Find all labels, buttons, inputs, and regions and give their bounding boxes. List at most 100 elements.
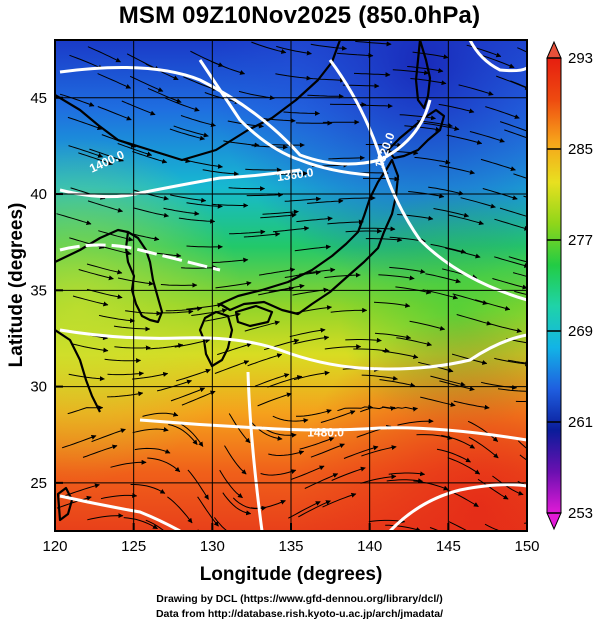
- streamline-143: [512, 272, 527, 277]
- streamline-246: [260, 469, 297, 476]
- streamline-120: [294, 244, 331, 252]
- streamline-83: [170, 194, 207, 203]
- streamline-138: [378, 274, 415, 281]
- streamline-47: [499, 121, 527, 132]
- streamline-29: [458, 84, 494, 96]
- streamline-36: [180, 115, 216, 128]
- streamline-150: [258, 286, 294, 296]
- streamline-280: [298, 500, 331, 518]
- streamline-194: [132, 371, 169, 380]
- streamline-7: [276, 45, 312, 56]
- streamline-108: [433, 208, 470, 218]
- streamline-251: [388, 471, 426, 477]
- streamline-159: [514, 290, 527, 296]
- streamline-1: [87, 46, 121, 63]
- y-tick-label-45: 45: [30, 90, 47, 107]
- coastlines: [55, 40, 446, 522]
- x-tick-label-150: 150: [514, 538, 539, 555]
- streamline-219: [382, 406, 418, 412]
- streamline-252: [436, 448, 471, 463]
- streamline-137: [324, 272, 361, 279]
- streamline-258: [130, 484, 166, 494]
- streamline-243: [147, 457, 181, 473]
- y-axis-ticks: 25 30 35 40 45: [30, 90, 63, 492]
- streamline-63: [504, 129, 527, 139]
- streamline-110: [494, 218, 527, 231]
- streamline-253: [447, 457, 481, 475]
- streamline-81: [87, 200, 123, 213]
- streamline-84: [186, 202, 223, 209]
- streamline-25: [342, 83, 380, 89]
- streamline-173: [456, 314, 492, 326]
- streamline-286: [484, 523, 502, 531]
- streamline-76: [414, 156, 451, 165]
- streamline-33: [97, 106, 132, 121]
- streamline-202: [361, 374, 398, 381]
- streamline-27: [392, 69, 430, 76]
- streamline-45: [438, 103, 475, 114]
- streamline-35: [165, 97, 200, 112]
- streamline-158: [475, 299, 511, 311]
- streamline-163: [157, 309, 194, 315]
- streamline-79: [513, 173, 527, 179]
- streamline-220: [420, 396, 456, 407]
- streamline-177: [104, 358, 142, 364]
- streamline-205: [439, 380, 475, 392]
- streamline-196: [176, 368, 211, 382]
- streamline-99: [163, 207, 200, 216]
- streamline-204: [430, 375, 466, 387]
- streamline-273: [87, 513, 124, 521]
- streamline-261: [222, 492, 252, 516]
- colorbar: 293 285 277 269 261 253: [546, 40, 593, 531]
- streamline-26: [353, 72, 391, 78]
- streamline-156: [422, 289, 459, 300]
- colorbar-label-285: 285: [568, 141, 593, 158]
- streamline-212: [181, 390, 216, 406]
- streamline-23: [275, 73, 312, 81]
- streamline-61: [446, 134, 483, 145]
- streamline-116: [186, 244, 223, 250]
- streamline-187: [382, 350, 419, 360]
- height-contours: [59, 40, 527, 531]
- credit-drawing: Drawing by DCL (https://www.gfd-dennou.o…: [156, 593, 443, 605]
- y-tick-label-35: 35: [30, 282, 47, 299]
- streamline-88: [307, 198, 344, 204]
- streamline-238: [468, 436, 499, 459]
- streamline-257: [100, 492, 138, 500]
- y-tick-label-30: 30: [30, 379, 47, 396]
- streamline-178: [114, 345, 151, 351]
- streamline-192: [68, 373, 105, 382]
- streamline-103: [262, 209, 299, 215]
- x-axis-ticks: 120 125 130 135 140 145 150: [42, 523, 540, 555]
- streamline-266: [360, 474, 397, 484]
- streamline-216: [296, 409, 332, 417]
- streamline-274: [123, 517, 158, 530]
- colorbar-label-293: 293: [568, 50, 593, 67]
- streamline-30: [496, 75, 527, 90]
- streamline-285: [448, 521, 469, 531]
- streamline-279: [288, 501, 321, 519]
- streamline-64: [78, 152, 113, 166]
- streamline-85: [228, 186, 266, 192]
- streamline-255: [519, 454, 527, 461]
- streamline-54: [251, 144, 288, 150]
- streamline-51: [169, 128, 205, 141]
- streamline-250: [361, 445, 397, 457]
- streamline-42: [356, 103, 393, 109]
- streamline-215: [272, 415, 309, 424]
- streamline-225: [91, 428, 126, 443]
- streamline-213: [228, 413, 251, 444]
- streamline-77: [439, 165, 475, 175]
- streamline-284: [429, 527, 441, 531]
- streamline-169: [345, 337, 382, 343]
- streamline-272: [56, 495, 92, 509]
- streamline-118: [243, 231, 281, 238]
- streamline-86: [246, 192, 284, 198]
- streamline-214: [257, 392, 292, 407]
- streamline-211: [170, 387, 206, 402]
- streamline-240: [82, 444, 118, 458]
- streamline-121: [345, 228, 383, 234]
- streamline-179: [147, 343, 184, 350]
- graticule: [55, 40, 527, 531]
